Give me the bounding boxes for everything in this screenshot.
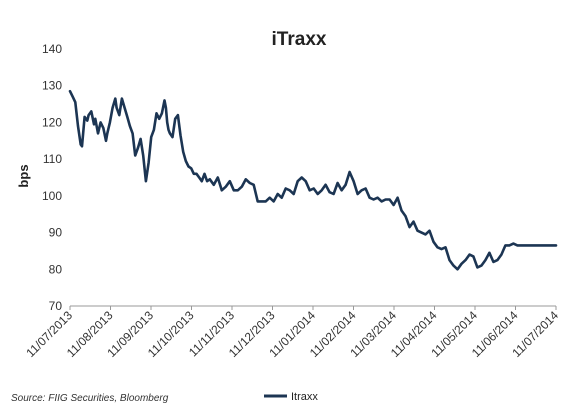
- itraxx-series-line: [68, 89, 558, 271]
- y-tick-label: 90: [49, 226, 63, 240]
- legend-label: Itraxx: [291, 391, 318, 403]
- x-axis-ticks: 11/07/201311/08/201311/09/201311/10/2013…: [23, 306, 561, 360]
- y-tick-label: 80: [49, 262, 63, 276]
- chart-title: iTraxx: [272, 29, 327, 50]
- y-axis-label: bps: [16, 164, 31, 187]
- y-axis-ticks: 70 80 90 100 110 120 130 140: [42, 42, 62, 313]
- y-tick-label: 130: [42, 79, 62, 93]
- source-note: Source: FIIG Securities, Bloomberg: [11, 393, 169, 404]
- y-tick-label: 70: [49, 299, 63, 313]
- y-tick-label: 140: [42, 42, 62, 56]
- y-tick-label: 100: [42, 189, 62, 203]
- legend: Itraxx: [264, 391, 318, 403]
- y-tick-label: 120: [42, 115, 62, 129]
- y-tick-label: 110: [43, 152, 62, 166]
